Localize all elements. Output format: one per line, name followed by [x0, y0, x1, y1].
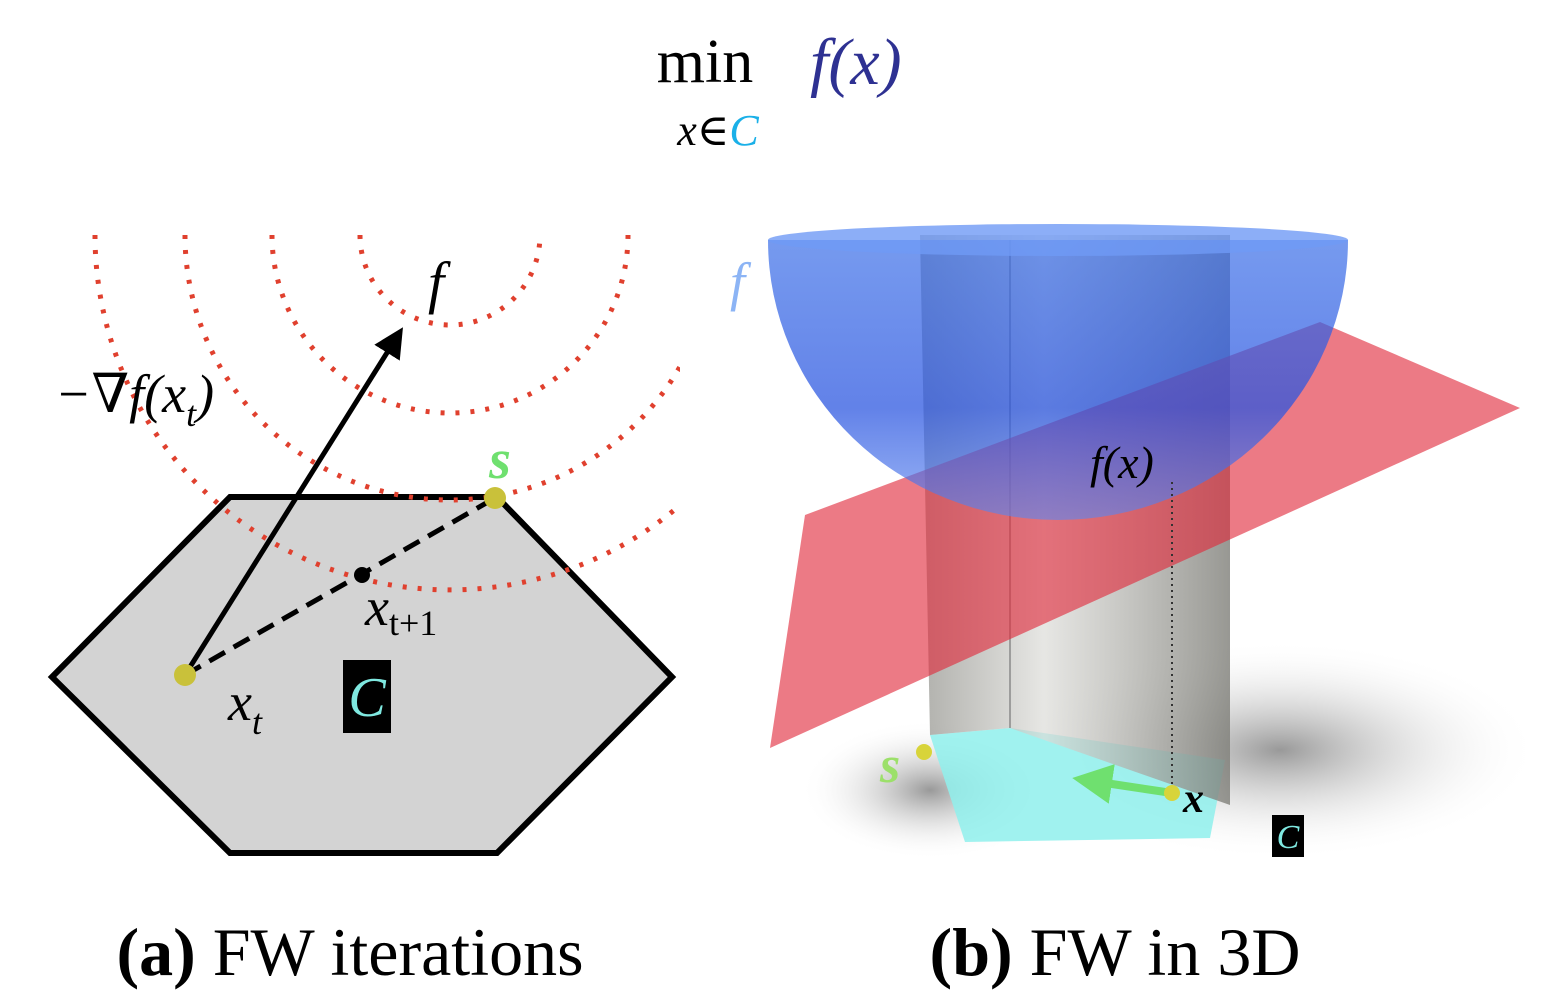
point-s	[916, 744, 932, 760]
vertex-label-3d: s	[879, 737, 900, 794]
panel-a: f −∇f(xt) s xt+1 xt C (a) FW iterations	[52, 235, 805, 990]
set-label: C	[348, 667, 386, 729]
set-label-3d: C	[1277, 819, 1300, 856]
caption-text: FW iterations	[213, 914, 584, 990]
figure: min x∈C f(x) f −∇f(xt) s xt+1 xt C (a) F…	[0, 0, 1551, 997]
level-set	[272, 235, 628, 413]
subscript-set: C	[729, 106, 759, 155]
subscript-relation: ∈	[697, 106, 730, 155]
page: min x∈C f(x) f −∇f(xt) s xt+1 xt C (a) F…	[0, 0, 1551, 997]
next-iterate-base: x	[364, 577, 389, 637]
iterate-point	[174, 664, 196, 686]
caption-a: (a) FW iterations	[116, 914, 583, 990]
iterate-sub: t	[252, 702, 263, 742]
point-label: x	[1182, 776, 1204, 822]
point-x	[1164, 785, 1180, 801]
next-iterate-sub: t+1	[389, 603, 437, 643]
iterate-base: x	[227, 672, 252, 732]
bowl-rim	[768, 224, 1348, 256]
panel-b: f f(x) s x C (b) FW in 3D	[730, 224, 1540, 990]
min-subscript: x∈C	[676, 106, 759, 155]
gradient-text: −∇f(x	[55, 364, 186, 424]
function-label-3d: f	[730, 252, 752, 312]
level-set	[185, 235, 715, 500]
value-label: f(x)	[1090, 437, 1154, 488]
caption-tag: (a)	[116, 914, 195, 990]
subscript-variable: x	[676, 106, 697, 155]
gradient-label: −∇f(xt)	[55, 364, 214, 434]
vertex-label: s	[488, 429, 511, 491]
caption-b: (b) FW in 3D	[930, 914, 1301, 990]
objective: f(x)	[810, 26, 902, 99]
caption-text: FW in 3D	[1030, 914, 1301, 990]
caption-tag: (b)	[930, 914, 1013, 990]
min-operator: min	[657, 28, 753, 96]
function-label: f	[428, 250, 451, 315]
gradient-close: )	[193, 364, 214, 424]
level-set	[360, 235, 540, 325]
